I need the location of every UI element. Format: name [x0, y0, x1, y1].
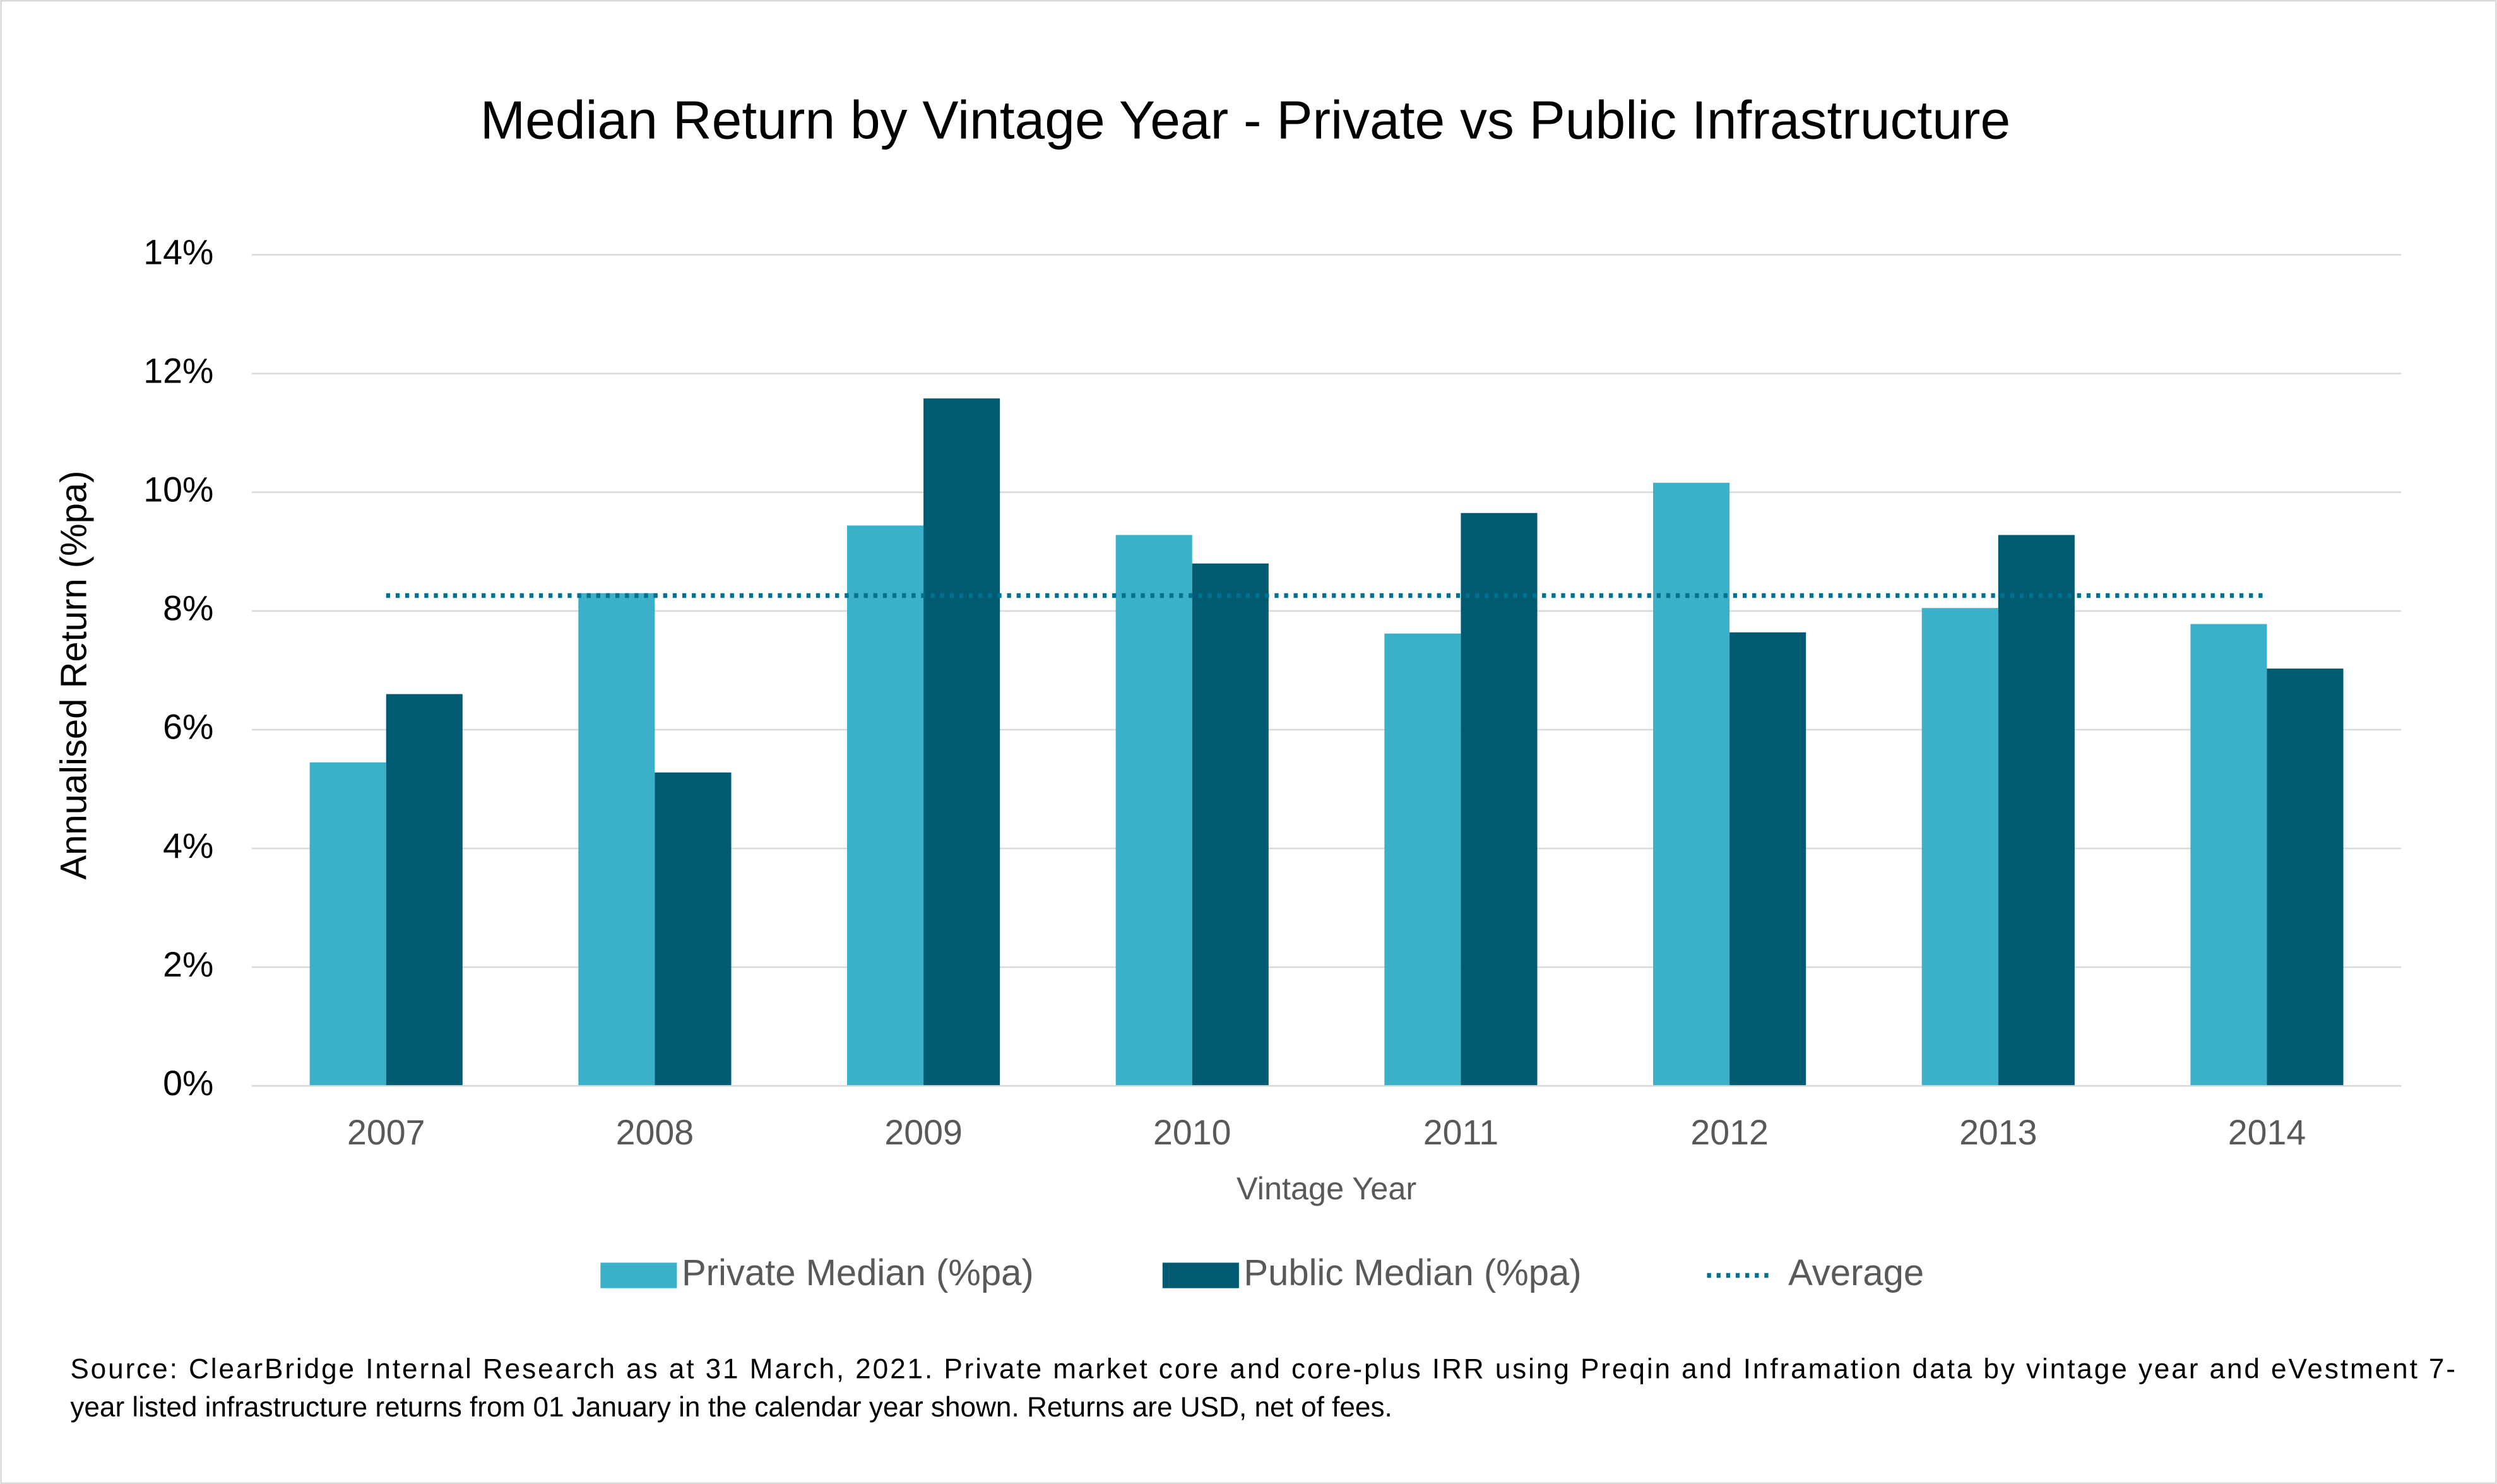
y-tick-label: 10% — [143, 470, 213, 509]
bar — [1192, 563, 1269, 1086]
legend-label: Average — [1788, 1252, 1924, 1293]
bar — [1384, 633, 1461, 1086]
legend-label: Public Median (%pa) — [1243, 1252, 1581, 1293]
x-tick-label: 2014 — [2228, 1113, 2306, 1152]
bar — [847, 525, 924, 1086]
x-axis-title: Vintage Year — [1237, 1170, 1416, 1206]
x-tick-label: 2007 — [347, 1113, 425, 1152]
bar — [1115, 535, 1192, 1086]
x-tick-label: 2008 — [616, 1113, 694, 1152]
bar — [2267, 668, 2344, 1086]
y-axis-title: Annualised Return (%pa) — [54, 471, 95, 880]
x-tick-label: 2009 — [884, 1113, 962, 1152]
bar — [578, 593, 655, 1086]
legend-label: Private Median (%pa) — [682, 1252, 1034, 1293]
footnote: year listed infrastructure returns from … — [70, 1392, 1392, 1423]
bar — [923, 398, 1000, 1086]
bar — [1653, 482, 1730, 1086]
y-tick-label: 8% — [163, 589, 213, 628]
bar — [1461, 513, 1538, 1086]
x-tick-label: 2013 — [1959, 1113, 2037, 1152]
legend-swatch — [600, 1262, 677, 1288]
bar — [1729, 632, 1806, 1086]
bar — [309, 762, 386, 1086]
bar — [1998, 535, 2075, 1086]
y-tick-label: 4% — [163, 826, 213, 865]
bar — [1921, 608, 1998, 1086]
y-tick-label: 2% — [163, 945, 213, 984]
x-tick-label: 2010 — [1153, 1113, 1231, 1152]
legend-swatch — [1162, 1262, 1239, 1288]
y-tick-label: 6% — [163, 708, 213, 747]
bar — [386, 694, 463, 1086]
chart-title: Median Return by Vintage Year - Private … — [480, 90, 2011, 150]
bar — [655, 772, 732, 1086]
y-tick-label: 12% — [143, 351, 213, 390]
y-tick-label: 0% — [163, 1064, 213, 1103]
x-tick-label: 2012 — [1690, 1113, 1768, 1152]
bar — [2190, 624, 2267, 1086]
x-tick-label: 2011 — [1423, 1113, 1498, 1152]
y-tick-label: 14% — [143, 232, 213, 271]
